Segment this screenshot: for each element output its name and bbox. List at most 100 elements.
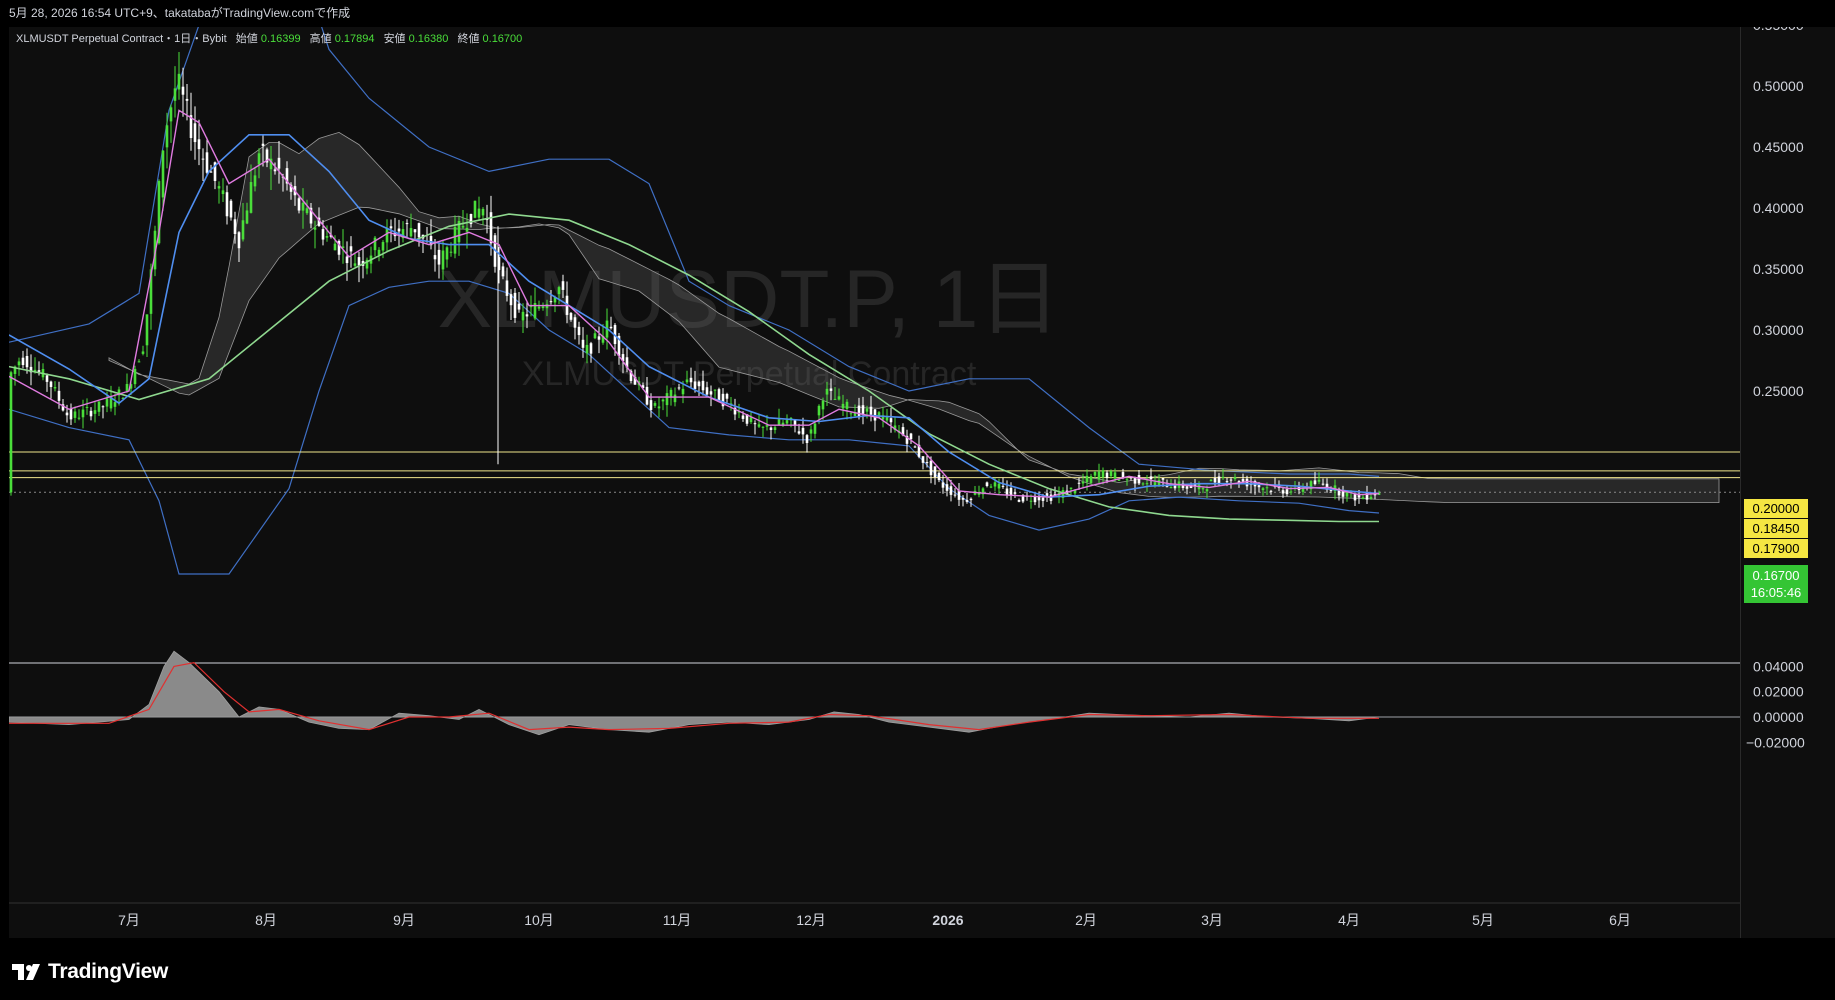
legend-low-value: 0.16380 — [409, 33, 449, 45]
candle-body — [1361, 497, 1365, 500]
candle-body — [445, 247, 449, 260]
time-tick-label: 9月 — [393, 912, 415, 928]
price-tick-label: 0.25000 — [1753, 383, 1804, 399]
candle-body — [441, 250, 445, 270]
candle-body — [721, 393, 725, 407]
candle-body — [477, 208, 481, 218]
price-axis[interactable]: 0.55000 0.50000 0.45000 0.40000 0.35000 0.300… — [1740, 27, 1835, 938]
candle-body — [893, 425, 897, 431]
candle-body — [321, 229, 325, 240]
candle-body — [501, 266, 505, 277]
candle-body — [1109, 471, 1113, 477]
band-lower-line — [9, 280, 1380, 575]
candle-body — [865, 408, 869, 412]
candle-body — [481, 208, 485, 216]
candle-body — [517, 303, 521, 310]
time-tick-label: 3月 — [1201, 912, 1223, 928]
candle-body — [469, 213, 473, 224]
candle-body — [689, 377, 693, 383]
candle-body — [805, 435, 809, 443]
level-badge-01845 — [1744, 519, 1808, 538]
legend-low-label: 安値 — [384, 31, 406, 45]
candle-body — [1077, 482, 1081, 484]
candle-body — [401, 229, 405, 239]
macd-histogram-area — [9, 650, 1380, 736]
candle-body — [1313, 480, 1317, 485]
macd-signal-line — [9, 661, 1379, 731]
candle-body — [253, 175, 257, 187]
price-ticks: 0.55000 0.50000 0.45000 0.40000 0.35000 0.300… — [1753, 27, 1804, 399]
level-badge-0200 — [1744, 499, 1808, 518]
candle-body — [1149, 476, 1153, 480]
candle-body — [497, 257, 501, 271]
candle-body — [633, 377, 637, 385]
candle-body — [725, 393, 729, 399]
candle-body — [165, 125, 169, 148]
candle-body — [901, 427, 905, 436]
candle-body — [325, 236, 329, 238]
candle-body — [149, 269, 153, 314]
candle-body — [201, 158, 205, 160]
candle-body — [161, 150, 165, 198]
candle-body — [365, 259, 369, 269]
candle-body — [961, 497, 965, 500]
candle-body — [1045, 493, 1049, 497]
candle-body — [849, 413, 853, 415]
tradingview-logo-text: TradingView — [48, 960, 169, 983]
candle-body — [141, 351, 145, 354]
candle-body — [557, 287, 561, 295]
candle-body — [221, 190, 225, 195]
legend-close-value: 0.16700 — [483, 33, 523, 45]
band-upper-line — [9, 27, 1380, 477]
candle-body — [37, 370, 41, 372]
candle-body — [529, 306, 533, 308]
price-tick-label: 0.45000 — [1753, 139, 1804, 155]
candle-body — [685, 379, 689, 383]
candle-body — [289, 184, 293, 192]
candle-body — [317, 217, 321, 226]
candle-body — [1021, 494, 1025, 502]
horizontal-levels[interactable] — [9, 451, 1740, 493]
candle-body — [85, 406, 89, 408]
candle-body — [297, 198, 301, 211]
candle-body — [941, 482, 945, 488]
candle-body — [1357, 493, 1361, 498]
candle-body — [121, 397, 125, 400]
candle-body — [1053, 493, 1057, 495]
legend: XLMUSDT Perpetual Contract・1日・Bybit 始値 0… — [16, 31, 522, 45]
tradingview-logo[interactable]: TradingView — [12, 960, 168, 984]
candle-body — [225, 192, 229, 217]
candle-body — [489, 212, 493, 244]
candle-body — [177, 73, 181, 90]
candle-body — [1037, 497, 1041, 501]
candle-body — [217, 186, 221, 189]
candle-body — [1141, 483, 1145, 485]
candle-body — [397, 228, 401, 232]
time-axis[interactable]: 7月 8月 9月 10月 11月 12月 2026 2月 3月 4月 5月 6月 — [118, 912, 1631, 928]
candle-body — [1017, 500, 1021, 502]
candle-body — [845, 401, 849, 409]
macd-pane — [9, 650, 1740, 736]
legend-high-label: 高値 — [310, 31, 332, 45]
chart-svg[interactable]: XLMUSDT.P, 1日 XLMUSDT Perpetual Contract… — [9, 27, 1740, 938]
candle-body — [417, 223, 421, 238]
candle-body — [597, 336, 601, 340]
candle-body — [669, 389, 673, 397]
candle-body — [257, 153, 261, 165]
candle-body — [965, 500, 969, 502]
price-axis-svg[interactable]: 0.55000 0.50000 0.45000 0.40000 0.35000 0.300… — [1741, 27, 1835, 938]
candle-body — [673, 394, 677, 403]
candle-body — [245, 210, 249, 224]
chart-area[interactable]: XLMUSDT.P, 1日 XLMUSDT Perpetual Contract… — [9, 27, 1740, 938]
candle-body — [829, 388, 833, 391]
ichimoku-cloud — [108, 131, 1720, 503]
candle-body — [1125, 479, 1129, 481]
time-tick-label: 12月 — [796, 912, 826, 928]
candle-body — [33, 369, 37, 372]
candle-body — [1257, 485, 1261, 488]
candle-body — [357, 257, 361, 266]
candle-body — [541, 306, 545, 309]
candle-body — [1345, 491, 1349, 497]
candle-body — [405, 223, 409, 225]
candle-body — [465, 227, 469, 232]
